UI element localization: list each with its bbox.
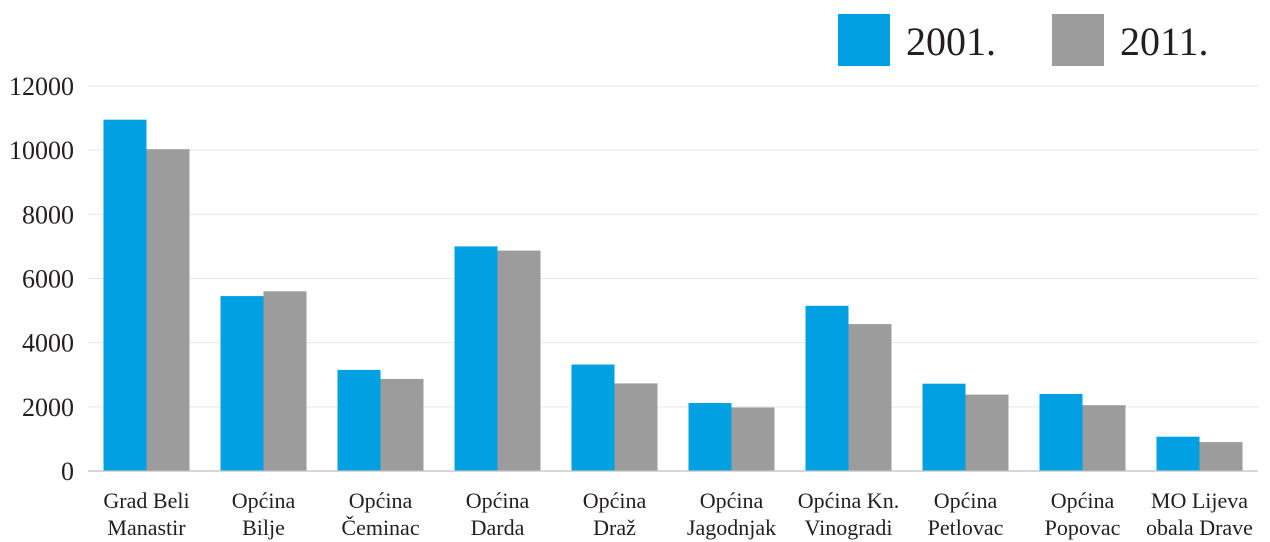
bar-series-2 (1082, 405, 1126, 471)
bar-series-1 (688, 403, 732, 471)
y-tick-label: 0 (61, 457, 74, 486)
y-tick-label: 8000 (22, 200, 74, 229)
x-tick-label: Općina Popovac (1045, 488, 1121, 540)
y-tick-label: 2000 (22, 393, 74, 422)
bar-series-1 (1039, 394, 1083, 471)
legend-label: 2011. (1120, 19, 1209, 64)
legend: 2001. 2011. (838, 14, 1209, 66)
x-tick-label: Općina Petlovac (928, 488, 1004, 540)
bar-series-2 (146, 149, 190, 471)
bar-series-2 (380, 378, 424, 471)
bar-series-1 (337, 369, 381, 471)
legend-swatch (838, 14, 890, 66)
bar-series-1 (103, 119, 147, 471)
y-axis-ticks: 0 2000 4000 6000 8000 10000 12000 (9, 72, 74, 486)
x-tick-label: Općina Kn. Vinogradi (798, 488, 899, 540)
bar-series-1 (922, 383, 966, 471)
x-tick-label: Općina Čeminac (341, 488, 419, 540)
x-tick-label: Grad Beli Manastir (103, 488, 189, 540)
bar-series-2 (614, 383, 658, 471)
x-tick-label: Općina Draž (583, 488, 647, 540)
y-tick-label: 10000 (9, 136, 74, 165)
bar-series-1 (220, 296, 264, 471)
legend-label: 2001. (906, 19, 996, 64)
bar-series-2 (263, 291, 307, 471)
bar-series-1 (1156, 436, 1200, 471)
x-tick-label: Općina Darda (466, 488, 530, 540)
y-tick-label: 6000 (22, 265, 74, 294)
bars (103, 119, 1243, 471)
legend-swatch (1052, 14, 1104, 66)
x-tick-label: MO Lijeva obala Drave (1146, 488, 1253, 540)
y-tick-label: 12000 (9, 72, 74, 101)
bar-series-2 (965, 394, 1009, 471)
bar-series-2 (731, 407, 775, 471)
y-tick-label: 4000 (22, 329, 74, 358)
x-axis-ticks: Grad Beli Manastir Općina Bilje Općina Čemina… (103, 488, 1253, 540)
x-tick-label: Općina Jagodnjak (687, 488, 776, 540)
x-tick-label: Općina Bilje (232, 488, 296, 540)
bar-series-1 (571, 364, 615, 471)
bar-series-1 (805, 305, 849, 471)
bar-series-2 (848, 324, 892, 471)
bar-series-1 (454, 246, 498, 471)
bar-series-2 (1199, 442, 1243, 471)
bar-series-2 (497, 250, 541, 471)
